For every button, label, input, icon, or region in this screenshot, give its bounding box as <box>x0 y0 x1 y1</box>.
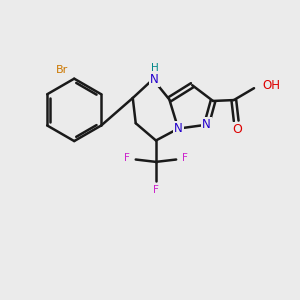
Text: H: H <box>151 63 158 73</box>
Text: Br: Br <box>56 65 68 75</box>
Text: F: F <box>124 153 130 163</box>
Text: N: N <box>150 73 159 86</box>
Text: O: O <box>233 123 243 136</box>
Text: OH: OH <box>262 79 280 92</box>
Text: N: N <box>174 122 183 135</box>
Text: F: F <box>153 184 159 194</box>
Text: F: F <box>182 153 188 163</box>
Text: N: N <box>202 118 211 131</box>
